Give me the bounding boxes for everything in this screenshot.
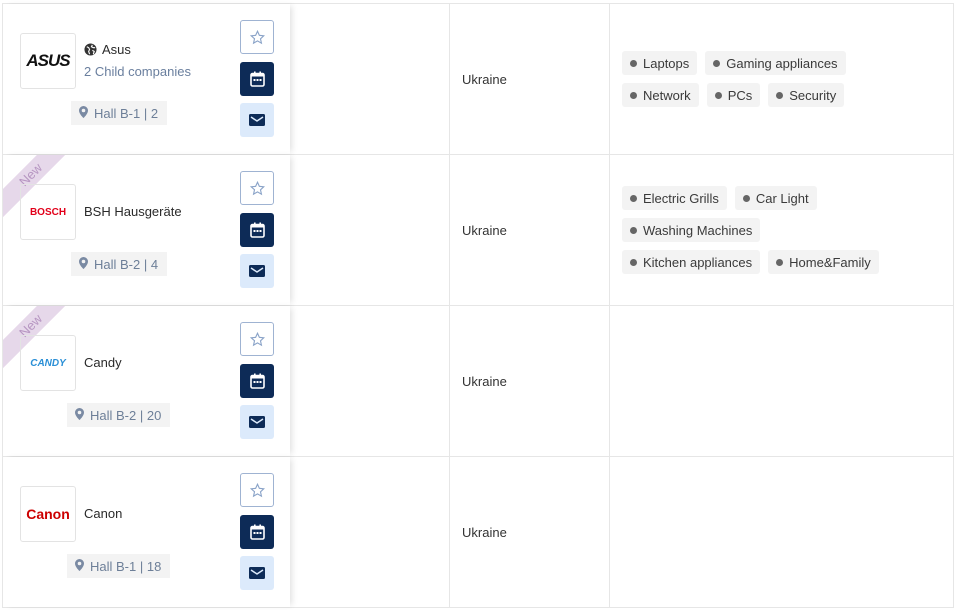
bullet-icon bbox=[630, 258, 637, 266]
globe-icon bbox=[84, 43, 97, 56]
company-logo[interactable]: CANDY bbox=[20, 335, 76, 391]
exhibitor-row: ASUS Asus 2 Child companies Hall B-1 | 2… bbox=[3, 3, 953, 154]
country-cell: Ukraine bbox=[450, 306, 610, 456]
favorite-button[interactable] bbox=[240, 20, 274, 54]
company-cell: Canon Canon Hall B-1 | 18 bbox=[3, 457, 290, 607]
country-cell: Ukraine bbox=[450, 4, 610, 154]
country-cell: Ukraine bbox=[450, 457, 610, 607]
category-tag[interactable]: Network bbox=[622, 83, 699, 107]
company-cell: New BOSCH BSH Hausgeräte Hall B-2 | 4 bbox=[3, 155, 290, 305]
category-tag[interactable]: Car Light bbox=[734, 186, 817, 210]
star-icon bbox=[249, 331, 265, 346]
mail-icon bbox=[249, 416, 265, 428]
category-tag[interactable]: Laptops bbox=[622, 51, 698, 75]
empty-cell bbox=[290, 457, 450, 607]
bullet-icon bbox=[630, 59, 637, 67]
category-tag[interactable]: Security bbox=[768, 83, 845, 107]
company-cell: ASUS Asus 2 Child companies Hall B-1 | 2 bbox=[3, 4, 290, 154]
calendar-icon bbox=[249, 71, 265, 87]
hall-badge[interactable]: Hall B-1 | 18 bbox=[67, 554, 171, 578]
company-name[interactable]: Canon bbox=[84, 506, 123, 521]
empty-cell bbox=[290, 155, 450, 305]
exhibitor-row: New CANDY Candy Hall B-2 | 20 Ukraine bbox=[3, 305, 953, 456]
favorite-button[interactable] bbox=[240, 322, 274, 356]
bullet-icon bbox=[630, 194, 637, 202]
exhibitor-row: New BOSCH BSH Hausgeräte Hall B-2 | 4 Uk… bbox=[3, 154, 953, 305]
exhibitor-row: Canon Canon Hall B-1 | 18 Ukraine bbox=[3, 456, 953, 607]
bullet-icon bbox=[630, 226, 637, 234]
category-tag[interactable]: Kitchen appliances bbox=[622, 250, 761, 274]
hall-badge[interactable]: Hall B-2 | 20 bbox=[67, 403, 171, 427]
calendar-icon bbox=[249, 524, 265, 540]
schedule-meeting-button[interactable] bbox=[240, 515, 274, 549]
star-icon bbox=[249, 29, 265, 44]
location-pin-icon bbox=[75, 558, 84, 574]
schedule-meeting-button[interactable] bbox=[240, 364, 274, 398]
favorite-button[interactable] bbox=[240, 473, 274, 507]
message-button[interactable] bbox=[240, 405, 274, 439]
bullet-icon bbox=[742, 194, 750, 202]
message-button[interactable] bbox=[240, 103, 274, 137]
calendar-icon bbox=[249, 373, 265, 389]
schedule-meeting-button[interactable] bbox=[240, 213, 274, 247]
message-button[interactable] bbox=[240, 254, 274, 288]
location-pin-icon bbox=[75, 407, 84, 423]
hall-badge[interactable]: Hall B-1 | 2 bbox=[71, 101, 168, 125]
empty-cell bbox=[290, 306, 450, 456]
category-tag[interactable]: Gaming appliances bbox=[705, 51, 846, 75]
categories-cell: Laptops Gaming appliances Network PCs Securi… bbox=[610, 4, 953, 154]
company-name[interactable]: Asus bbox=[84, 42, 131, 57]
child-companies-link[interactable]: 2 Child companies bbox=[84, 64, 191, 79]
company-logo[interactable]: BOSCH bbox=[20, 184, 76, 240]
categories-cell bbox=[610, 457, 953, 607]
empty-cell bbox=[290, 4, 450, 154]
location-pin-icon bbox=[79, 256, 88, 272]
categories-cell: Electric Grills Car Light Washing Machines… bbox=[610, 155, 953, 305]
company-name[interactable]: Candy bbox=[84, 355, 122, 370]
location-pin-icon bbox=[79, 105, 88, 121]
bullet-icon bbox=[776, 258, 784, 266]
category-tag[interactable]: PCs bbox=[706, 83, 761, 107]
company-logo[interactable]: Canon bbox=[20, 486, 76, 542]
mail-icon bbox=[249, 265, 265, 277]
favorite-button[interactable] bbox=[240, 171, 274, 205]
categories-cell bbox=[610, 306, 953, 456]
company-name[interactable]: BSH Hausgeräte bbox=[84, 204, 182, 219]
bullet-icon bbox=[776, 91, 784, 99]
country-cell: Ukraine bbox=[450, 155, 610, 305]
schedule-meeting-button[interactable] bbox=[240, 62, 274, 96]
company-logo[interactable]: ASUS bbox=[20, 33, 76, 89]
company-cell: New CANDY Candy Hall B-2 | 20 bbox=[3, 306, 290, 456]
category-tag[interactable]: Washing Machines bbox=[622, 218, 761, 242]
bullet-icon bbox=[714, 91, 722, 99]
star-icon bbox=[249, 482, 265, 497]
star-icon bbox=[249, 180, 265, 195]
mail-icon bbox=[249, 114, 265, 126]
mail-icon bbox=[249, 567, 265, 579]
exhibitor-table: ASUS Asus 2 Child companies Hall B-1 | 2… bbox=[2, 3, 954, 608]
hall-badge[interactable]: Hall B-2 | 4 bbox=[71, 252, 168, 276]
bullet-icon bbox=[630, 91, 637, 99]
calendar-icon bbox=[249, 222, 265, 238]
category-tag[interactable]: Home&Family bbox=[768, 250, 879, 274]
category-tag[interactable]: Electric Grills bbox=[622, 186, 727, 210]
message-button[interactable] bbox=[240, 556, 274, 590]
bullet-icon bbox=[713, 59, 721, 67]
